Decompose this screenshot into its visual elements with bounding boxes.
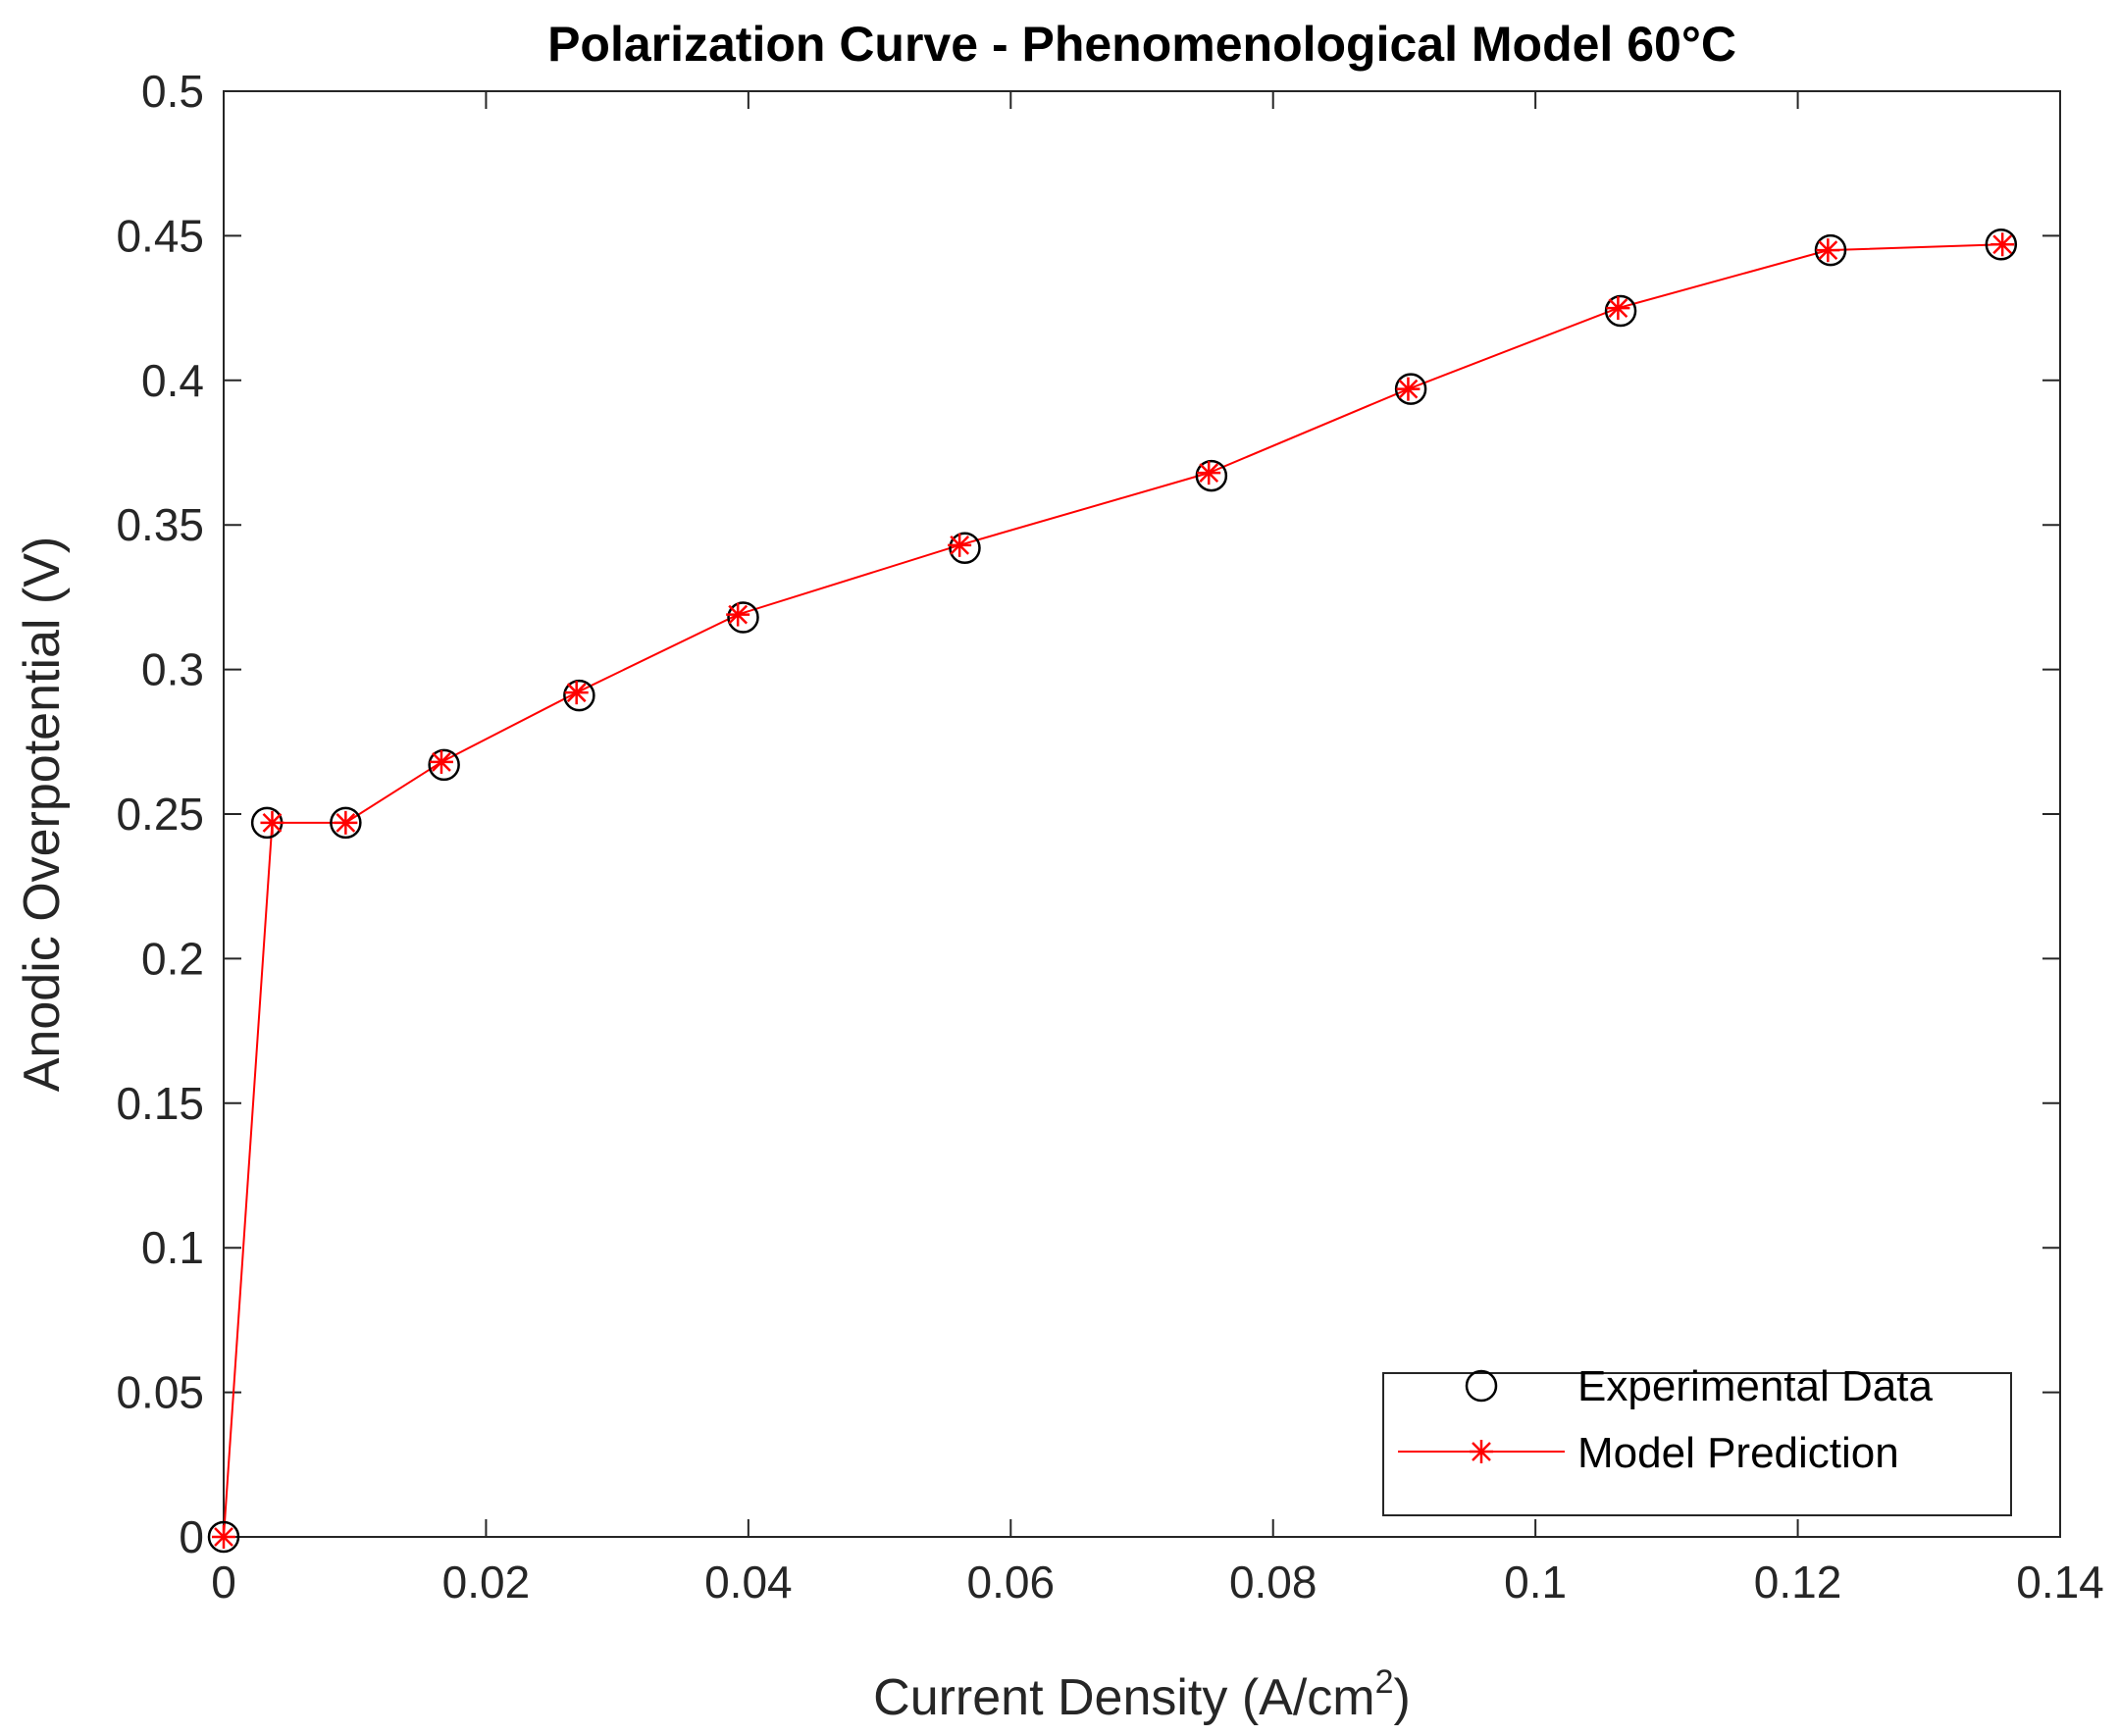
x-axis-label-suffix: ) xyxy=(1394,1669,1411,1726)
y-tick-label: 0.45 xyxy=(116,210,204,261)
y-tick-label: 0.2 xyxy=(141,933,204,984)
y-tick-label: 0.5 xyxy=(141,66,204,117)
model-prediction-point xyxy=(726,602,750,627)
model-prediction-point xyxy=(1816,238,1840,263)
x-tick-label: 0.06 xyxy=(967,1557,1056,1608)
legend-experimental-marker xyxy=(1465,1369,1498,1403)
y-tick-label: 0.4 xyxy=(141,355,204,406)
model-prediction-point xyxy=(948,533,972,557)
y-tick-label: 0.35 xyxy=(116,499,204,550)
x-axis-label-superscript: 2 xyxy=(1375,1663,1394,1701)
series-layer xyxy=(207,228,2018,1554)
experimental-data-point xyxy=(563,679,595,712)
experimental-data-point xyxy=(949,532,981,565)
model-prediction-line xyxy=(223,243,2003,1538)
x-axis-label: Current Density (A/cm2) xyxy=(873,1663,1411,1726)
x-tick-label: 0.08 xyxy=(1229,1557,1318,1608)
x-tick-label: 0.02 xyxy=(442,1557,531,1608)
x-tick-label: 0 xyxy=(211,1557,236,1608)
experimental-data-point xyxy=(727,601,759,634)
experimental-data-point xyxy=(1814,233,1847,267)
x-tick-label: 0.12 xyxy=(1754,1557,1842,1608)
experimental-data-point xyxy=(207,1520,240,1554)
y-tick-label: 0.3 xyxy=(141,644,204,695)
x-axis-label-main: Current Density (A/cm xyxy=(873,1669,1374,1726)
experimental-data-point xyxy=(330,806,362,840)
legend-model-label: Model Prediction xyxy=(1577,1429,1899,1477)
model-prediction-point xyxy=(564,681,589,705)
model-prediction-point xyxy=(212,1525,235,1549)
model-prediction-point xyxy=(1197,461,1221,485)
experimental-data-point xyxy=(1604,294,1637,328)
x-tick-label: 0.04 xyxy=(704,1557,793,1608)
plot-area xyxy=(223,90,2061,1538)
legend-experimental-label: Experimental Data xyxy=(1577,1362,1933,1410)
y-tick-label: 0 xyxy=(179,1511,204,1562)
y-axis-ticks: 0 0.05 0.1 0.15 0.2 0.25 0.3 0.35 0.4 0.45 0.5 xyxy=(116,66,2060,1562)
y-tick-label: 0.15 xyxy=(116,1078,204,1129)
model-prediction-point xyxy=(1606,296,1630,321)
y-tick-label: 0.05 xyxy=(116,1367,204,1418)
experimental-data-point xyxy=(1394,373,1427,405)
legend-model-marker xyxy=(1470,1440,1493,1463)
x-tick-label: 0.14 xyxy=(2016,1557,2104,1608)
x-tick-label: 0.1 xyxy=(1504,1557,1567,1608)
experimental-data-point xyxy=(428,748,460,782)
experimental-data-point xyxy=(1195,459,1228,492)
x-axis-ticks: 0 0.02 0.04 0.06 0.08 0.1 0.12 0.14 xyxy=(211,91,2104,1608)
experimental-data-point xyxy=(1985,228,2018,261)
model-prediction-point xyxy=(334,810,358,835)
model-prediction-point xyxy=(260,810,284,835)
model-prediction-point xyxy=(429,749,453,774)
model-prediction-point xyxy=(1396,377,1421,401)
y-tick-label: 0.1 xyxy=(141,1222,204,1273)
legend: Experimental Data Model Prediction xyxy=(1382,1362,2012,1516)
model-prediction-point xyxy=(1990,232,2015,257)
y-axis-label: Anodic Overpotential (V) xyxy=(14,536,71,1093)
y-tick-label: 0.25 xyxy=(116,789,204,840)
chart-title: Polarization Curve - Phenomenological Mo… xyxy=(547,17,1736,72)
